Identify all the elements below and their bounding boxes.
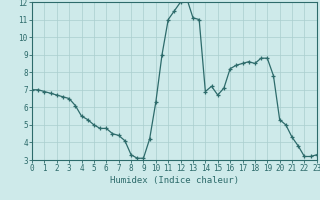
X-axis label: Humidex (Indice chaleur): Humidex (Indice chaleur)	[110, 176, 239, 185]
